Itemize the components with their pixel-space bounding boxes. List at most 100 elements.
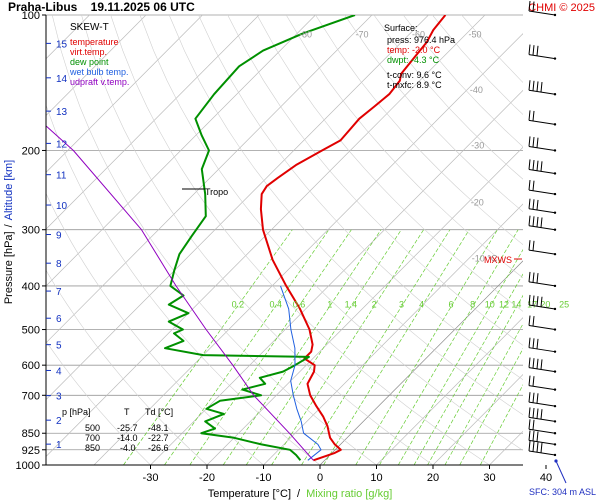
- wind-barb-feather: [540, 81, 543, 93]
- table-header-td: Td [°C]: [145, 407, 173, 417]
- wind-barb-base: [553, 307, 557, 311]
- wind-barb-feather: [528, 80, 531, 91]
- x-axis-separator: /: [297, 488, 301, 500]
- wind-barb-base: [553, 172, 557, 175]
- wind-barb-feather: [532, 216, 535, 227]
- wind-barb-base: [553, 211, 557, 214]
- wind-barb-feather: [536, 296, 539, 307]
- y-tick-label: 300: [22, 225, 40, 237]
- wind-barb-feather: [540, 409, 543, 420]
- mixing-ratio-line: [397, 248, 523, 465]
- legend-dew-point: dew point: [70, 57, 109, 67]
- dry-adiabat-line: [198, 15, 523, 381]
- mixing-ratio-label: 1.4: [345, 300, 358, 310]
- isotherm-line: [376, 317, 523, 465]
- altitude-tick-label: 8: [56, 259, 62, 270]
- wind-barb-feather: [532, 441, 535, 452]
- table-row-t: -4.0: [120, 443, 136, 453]
- wind-barb-feather: [536, 273, 539, 284]
- wind-barb: [528, 271, 557, 288]
- altitude-tick-label: 3: [56, 392, 62, 403]
- mixing-ratio-line: [459, 348, 523, 465]
- isotherm-line: [46, 15, 316, 287]
- table-row-p: 850: [85, 443, 100, 453]
- wind-barb-staff: [528, 367, 556, 373]
- table-row-td: -26.6: [148, 443, 169, 453]
- table-row-t: -25.7: [117, 423, 138, 433]
- y-tick-label: 100: [22, 10, 40, 22]
- y-axis-separator: /: [3, 223, 15, 227]
- table-row-p: 500: [85, 423, 100, 433]
- wind-barb-feather: [528, 337, 531, 348]
- wind-barb-staff: [528, 281, 556, 287]
- wind-barb-feather: [532, 392, 535, 403]
- wind-barb-staff: [528, 54, 556, 60]
- isotherm-line: [263, 203, 523, 465]
- station-datetime-title: Praha-Libus 19.11.2025 06 UTC: [8, 0, 195, 14]
- isotherm-line: [546, 15, 600, 465]
- wind-barb-feather: [532, 240, 535, 251]
- wind-barb-feather: [528, 407, 531, 418]
- sfc-dot: [554, 459, 558, 463]
- wind-barb-feather: [528, 180, 531, 191]
- dry-adiabat-line: [139, 15, 523, 451]
- mixing-ratio-label: 14: [511, 300, 521, 310]
- isotherm-label: -30: [471, 141, 484, 151]
- wind-barb: [528, 180, 557, 196]
- wind-barb-base: [553, 252, 557, 256]
- wind-barb: [528, 110, 557, 126]
- altitude-axis-label: Altitude [km]: [3, 160, 15, 221]
- dry-adiabat-line: [344, 15, 523, 213]
- dry-adiabat-line: [227, 15, 523, 346]
- wind-barb-feather: [532, 338, 535, 349]
- altitude-tick-label: 15: [56, 39, 68, 50]
- table-row-t: -14.0: [117, 433, 138, 443]
- y-tick-label: 400: [22, 281, 40, 293]
- x-tick-label: 30: [483, 472, 495, 484]
- wind-barb-feather: [532, 160, 535, 171]
- isotherm-labels: -80 -70 -60 -50 -40 -30 -20 -10 °C: [299, 30, 498, 264]
- mixing-ratio-grid: [123, 229, 523, 465]
- dry-adiabat-line: [81, 15, 434, 465]
- wind-barb-feather: [528, 392, 531, 403]
- x-tick-label: 40: [540, 472, 552, 484]
- table-row-td: -22.7: [148, 433, 169, 443]
- dry-adiabat-line: [46, 340, 151, 465]
- wind-barb-base: [553, 13, 557, 17]
- altitude-tick-label: 5: [56, 341, 62, 352]
- legend-virt-temp: virt.temp.: [70, 47, 107, 57]
- wind-barb-feather: [536, 199, 539, 210]
- surface-temp: temp: -2.0 °C: [387, 45, 441, 55]
- mixing-ratio-label: 8: [470, 300, 475, 310]
- level-table: p [hPa] T Td [°C] 500 -25.7 -48.1 700 -1…: [62, 407, 173, 453]
- altitude-tick-label: 13: [56, 107, 68, 118]
- legend-updraft: udpraft v.temp.: [70, 77, 129, 87]
- wind-barb-feather: [536, 442, 539, 453]
- wind-barb-feather: [532, 358, 535, 369]
- isotherm-line: [46, 15, 260, 230]
- wind-barb-feather: [532, 419, 535, 430]
- mixing-ratio-line: [271, 229, 424, 465]
- series-wet-bulb-temp: [280, 285, 322, 461]
- surface-title: Surface:: [384, 23, 418, 33]
- wind-barbs: [528, 0, 557, 457]
- wind-barb-feather: [532, 137, 535, 148]
- wind-barb-staff: [528, 416, 556, 422]
- mixing-ratio-line: [301, 229, 451, 465]
- wind-barb-base: [553, 328, 557, 331]
- wind-barb-staff: [528, 119, 556, 125]
- altitude-tick-label: 12: [56, 139, 68, 150]
- wind-barb-feather: [532, 180, 535, 191]
- mixing-ratio-label: 3: [399, 300, 404, 310]
- mixing-ratio-label: 6: [449, 300, 454, 310]
- series-dew-point: [164, 15, 356, 461]
- wind-barb-base: [553, 350, 557, 353]
- wind-barb: [528, 240, 557, 256]
- dry-adiabat-line: [46, 104, 321, 465]
- wind-barb-staff: [528, 168, 556, 174]
- dry-adiabat-line: [168, 15, 523, 416]
- wind-barb: [528, 136, 557, 152]
- altitude-tick-label: 14: [56, 74, 68, 85]
- wind-barb-base: [553, 443, 557, 446]
